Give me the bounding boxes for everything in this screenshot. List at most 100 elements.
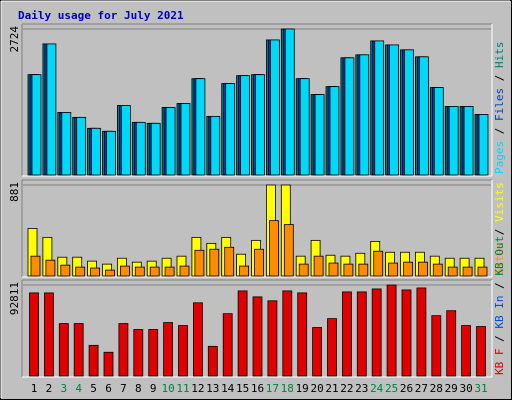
bar (374, 40, 385, 176)
bar (225, 83, 236, 176)
bar (133, 329, 144, 377)
bar (476, 326, 486, 377)
bar (416, 287, 427, 377)
bar (149, 266, 160, 277)
bar (73, 323, 84, 377)
x-tick-label: 27 (415, 382, 428, 395)
bar (118, 323, 129, 377)
bar (314, 94, 325, 176)
bar (373, 250, 384, 277)
bar (179, 265, 190, 277)
bar (75, 266, 86, 277)
bar (135, 121, 146, 176)
bar (401, 289, 412, 377)
bar (386, 284, 397, 377)
bar (341, 291, 352, 377)
bar (192, 302, 203, 377)
x-tick-label: 19 (296, 382, 309, 395)
bar (165, 107, 176, 176)
bar (432, 263, 443, 277)
bar (163, 322, 174, 377)
bar (403, 261, 413, 277)
bar (433, 87, 444, 176)
bar (329, 86, 340, 176)
bar (120, 265, 130, 277)
bar (90, 267, 100, 277)
bar (299, 78, 310, 176)
bar (298, 263, 309, 277)
x-tick-label: 30 (459, 382, 472, 395)
bar (106, 130, 116, 176)
legend: KB F / KB In / KB Out (493, 236, 506, 375)
bar (327, 318, 337, 377)
legend-separator: / (493, 222, 506, 242)
bar (30, 255, 41, 277)
legend-entry: Visits (493, 182, 506, 222)
bar (268, 220, 279, 277)
bar (312, 327, 323, 377)
x-tick-label: 22 (340, 382, 353, 395)
x-tick-label: 6 (105, 382, 112, 395)
x-tick-label: 12 (191, 382, 204, 395)
x-tick-label: 13 (206, 382, 219, 395)
x-tick-label: 4 (75, 382, 82, 395)
legend-entry: KB F (493, 349, 506, 376)
legend-entry: Hits (493, 42, 506, 69)
bar (328, 262, 339, 277)
bar (222, 313, 233, 377)
bar (150, 122, 161, 176)
x-tick-label: 31 (474, 382, 487, 395)
bar (297, 292, 308, 377)
bar (29, 292, 39, 377)
x-tick-label: 2 (46, 382, 53, 395)
x-tick-label: 5 (90, 382, 97, 395)
bar (284, 28, 295, 176)
bar (45, 259, 56, 277)
bar (254, 248, 264, 277)
x-tick-label: 9 (150, 382, 157, 395)
x-tick-label: 10 (161, 382, 174, 395)
bar (76, 116, 87, 176)
x-tick-label: 23 (355, 382, 368, 395)
legend-entry: KB In (493, 296, 506, 329)
bar (44, 292, 54, 377)
bar (359, 54, 370, 176)
x-tick-label: 21 (325, 382, 338, 395)
x-tick-label: 7 (120, 382, 127, 395)
bar (195, 78, 206, 176)
bar (358, 263, 369, 277)
legend-entry: KB Out (493, 236, 506, 276)
bar (46, 43, 57, 176)
bar (404, 49, 414, 176)
bar (446, 310, 457, 377)
bar (389, 44, 400, 176)
bar (91, 127, 101, 176)
bar (88, 344, 99, 377)
y-tick-label: 92811 (8, 282, 21, 315)
x-tick-label: 8 (135, 382, 142, 395)
legend-separator: / (493, 329, 506, 349)
bar (103, 351, 114, 377)
x-tick-label: 20 (310, 382, 323, 395)
bar (237, 290, 248, 377)
legend-separator: / (493, 121, 506, 141)
bar (356, 291, 367, 377)
bar (343, 263, 354, 277)
bar (224, 246, 235, 277)
bar (478, 114, 489, 176)
bar (121, 105, 131, 176)
bar (61, 112, 72, 176)
bar (252, 296, 263, 377)
x-tick-label: 15 (236, 382, 249, 395)
bar (239, 265, 250, 277)
bar (255, 74, 265, 176)
bar (371, 288, 382, 377)
legend: Sites / Visits (493, 182, 506, 275)
x-tick-label: 1 (31, 382, 38, 395)
bar (431, 315, 442, 377)
bar (180, 103, 191, 176)
bar (194, 249, 205, 277)
legend-entry: Files (493, 88, 506, 121)
bar (461, 325, 472, 377)
x-tick-label: 26 (400, 382, 413, 395)
